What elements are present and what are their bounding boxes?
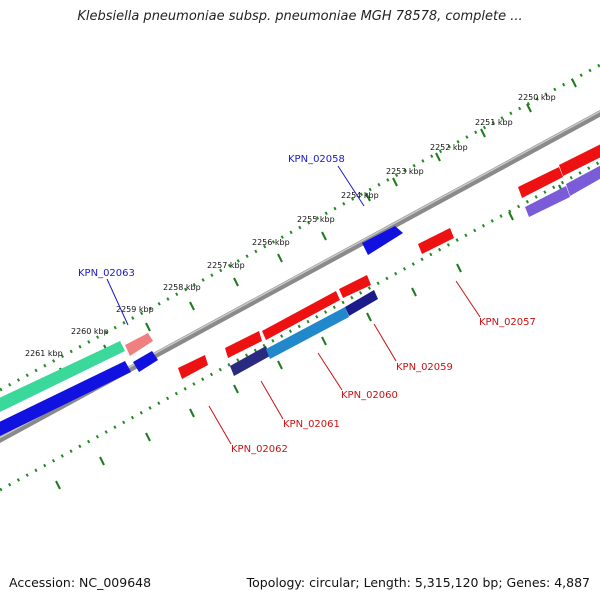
label-leader	[106, 278, 129, 326]
label-leader	[337, 165, 365, 207]
gene-kpn-02060-mrna	[266, 307, 349, 359]
forward-band	[0, 361, 131, 436]
scale-labels: 2250 kbp 2251 kbp 2252 kbp 2253 kbp 2254…	[25, 93, 556, 358]
gene-label-kpn-02060[interactable]: KPN_02060	[341, 390, 398, 401]
reverse-gene[interactable]	[518, 167, 563, 198]
gene-kpn-02061[interactable]	[225, 331, 262, 358]
gene-kpn-02059[interactable]	[339, 275, 371, 298]
scale-label: 2254 kbp	[341, 191, 379, 200]
gene-label-kpn-02062[interactable]: KPN_02062	[231, 444, 288, 455]
gene-label-kpn-02057[interactable]: KPN_02057	[479, 317, 536, 328]
label-leader	[455, 280, 481, 318]
gene-label-kpn-02059[interactable]: KPN_02059	[396, 362, 453, 373]
gene-label-kpn-02058[interactable]: KPN_02058	[288, 154, 345, 165]
scale-label: 2252 kbp	[430, 143, 468, 152]
gene-kpn-02063[interactable]	[125, 333, 153, 356]
scale-label: 2259 kbp	[116, 305, 154, 314]
cds-band	[0, 341, 125, 412]
mrna-band	[525, 186, 570, 217]
scale-label: 2255 kbp	[297, 215, 335, 224]
label-leader	[373, 323, 397, 362]
lower-scale-line	[0, 160, 600, 492]
forward-gene[interactable]	[133, 351, 158, 372]
scale-label: 2258 kbp	[163, 283, 201, 292]
scale-label: 2261 kbp	[25, 349, 63, 358]
map-title: Klebsiella pneumoniae subsp. pneumoniae …	[77, 9, 523, 24]
gene-kpn-02059-mrna	[345, 290, 378, 316]
gene-kpn-02061-mrna	[230, 346, 270, 376]
gene-kpn-02062[interactable]	[178, 355, 208, 379]
scale-label: 2253 kbp	[386, 167, 424, 176]
reverse-gene[interactable]	[559, 142, 600, 176]
scale-label: 2251 kbp	[475, 118, 513, 127]
topology-label: Topology: circular; Length: 5,315,120 bp…	[246, 575, 590, 590]
scale-label: 2250 kbp	[518, 93, 556, 102]
gene-kpn-02057[interactable]	[418, 228, 454, 254]
gene-label-kpn-02063[interactable]: KPN_02063	[78, 268, 135, 279]
upper-scale-line	[0, 63, 600, 392]
gene-label-kpn-02061[interactable]: KPN_02061	[283, 419, 340, 430]
scale-label: 2260 kbp	[71, 327, 109, 336]
accession-label: Accession: NC_009648	[9, 575, 152, 590]
label-leader	[260, 380, 284, 420]
gene-kpn-02060[interactable]	[262, 291, 340, 340]
label-leader	[317, 352, 343, 391]
scale-label: 2257 kbp	[207, 261, 245, 270]
gene-kpn-02058[interactable]	[362, 226, 403, 255]
scale-label: 2256 kbp	[252, 238, 290, 247]
label-leader	[208, 405, 232, 445]
mrna-band	[566, 165, 600, 196]
